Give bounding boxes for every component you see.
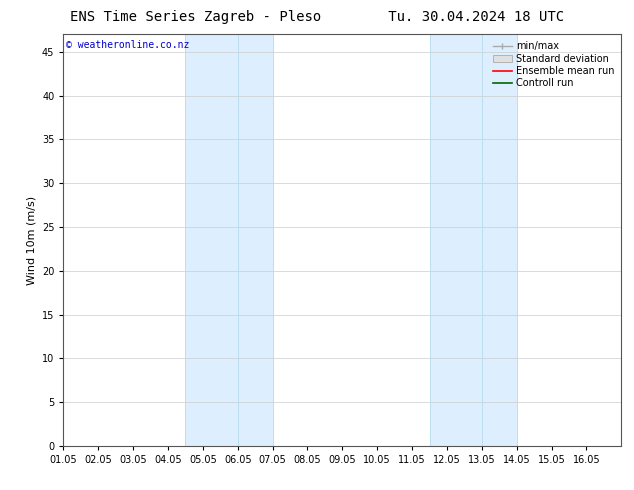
Legend: min/max, Standard deviation, Ensemble mean run, Controll run: min/max, Standard deviation, Ensemble me… [491, 39, 616, 90]
Bar [185, 34, 273, 446]
Text: ENS Time Series Zagreb - Pleso        Tu. 30.04.2024 18 UTC: ENS Time Series Zagreb - Pleso Tu. 30.04… [70, 10, 564, 24]
Bar [429, 34, 517, 446]
Text: © weatheronline.co.nz: © weatheronline.co.nz [66, 41, 190, 50]
Y-axis label: Wind 10m (m/s): Wind 10m (m/s) [27, 196, 36, 285]
